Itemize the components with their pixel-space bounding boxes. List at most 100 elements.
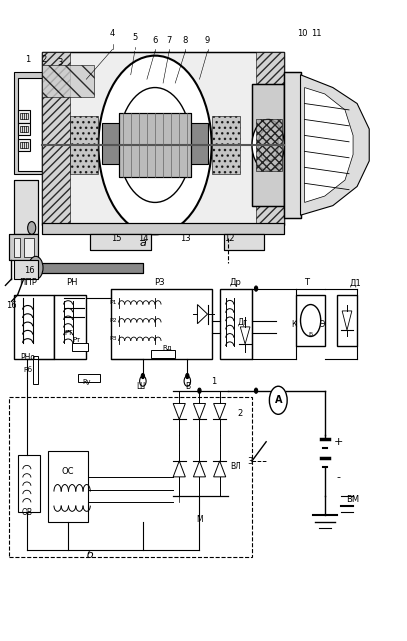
Bar: [220, 288, 252, 359]
Text: 14: 14: [138, 234, 148, 243]
Text: 1: 1: [25, 55, 30, 64]
Text: a: a: [140, 238, 146, 248]
Text: 9: 9: [205, 36, 210, 45]
Bar: [54, 295, 86, 359]
Polygon shape: [173, 403, 185, 419]
Bar: [252, 85, 284, 206]
Bar: [212, 116, 240, 174]
Bar: [18, 122, 30, 135]
Circle shape: [254, 286, 258, 291]
Bar: [33, 356, 38, 385]
Text: 2: 2: [41, 55, 46, 64]
Bar: [20, 126, 28, 132]
Polygon shape: [214, 461, 226, 477]
Circle shape: [254, 388, 258, 394]
Text: 12: 12: [225, 234, 235, 243]
Polygon shape: [240, 327, 250, 344]
Circle shape: [184, 376, 190, 387]
Circle shape: [28, 222, 36, 235]
Text: Др: Др: [230, 278, 242, 287]
Polygon shape: [193, 403, 206, 419]
Circle shape: [28, 256, 43, 279]
Text: РН: РН: [66, 278, 78, 287]
Bar: [118, 113, 191, 177]
Polygon shape: [197, 304, 208, 324]
Text: P2: P2: [109, 318, 116, 323]
Bar: [42, 223, 284, 235]
Text: 7: 7: [166, 36, 172, 45]
Bar: [9, 235, 38, 260]
Text: 3: 3: [57, 58, 63, 67]
Text: 4: 4: [110, 29, 115, 38]
Polygon shape: [300, 75, 369, 215]
Text: ППР: ППР: [19, 278, 37, 287]
Bar: [20, 142, 28, 148]
Bar: [224, 235, 264, 250]
Circle shape: [269, 387, 287, 414]
Text: Рт: Рт: [72, 337, 80, 342]
Text: 10: 10: [297, 29, 308, 38]
Text: ОВ: ОВ: [21, 508, 32, 517]
Bar: [20, 113, 28, 119]
Bar: [13, 295, 54, 359]
Text: 8: 8: [183, 36, 188, 45]
Text: 16: 16: [24, 265, 35, 274]
Text: Ry: Ry: [82, 379, 90, 385]
Text: P1: P1: [109, 300, 116, 305]
Text: РЗ: РЗ: [154, 278, 164, 287]
Circle shape: [98, 56, 212, 235]
Text: Т: Т: [304, 278, 309, 287]
Bar: [224, 235, 264, 250]
Circle shape: [186, 374, 189, 379]
Bar: [18, 138, 30, 151]
Bar: [18, 78, 42, 171]
Bar: [48, 451, 88, 522]
Bar: [42, 53, 284, 225]
Text: ВМ: ВМ: [346, 495, 360, 504]
Text: Б: Б: [309, 332, 313, 337]
Text: РНо: РНо: [20, 353, 35, 362]
Text: М: М: [196, 515, 203, 524]
Text: 15: 15: [112, 234, 122, 243]
Polygon shape: [342, 311, 352, 330]
Circle shape: [258, 129, 278, 161]
Bar: [42, 65, 94, 97]
Text: A: A: [275, 395, 282, 405]
Text: Ш: Ш: [136, 382, 144, 391]
Circle shape: [300, 304, 321, 337]
Circle shape: [198, 388, 201, 394]
Bar: [24, 238, 34, 256]
Bar: [70, 116, 98, 174]
Bar: [151, 350, 175, 358]
Bar: [90, 235, 151, 250]
Bar: [183, 122, 208, 164]
Bar: [13, 72, 46, 174]
Circle shape: [252, 119, 284, 171]
Bar: [284, 72, 300, 219]
Polygon shape: [304, 88, 353, 203]
Text: 2: 2: [237, 409, 243, 418]
Text: -: -: [337, 472, 341, 482]
Text: б: б: [87, 550, 94, 560]
Text: 6: 6: [152, 36, 158, 45]
Text: +: +: [334, 437, 344, 447]
Bar: [34, 263, 143, 272]
Text: ОС: ОС: [62, 467, 74, 476]
Bar: [256, 119, 282, 171]
Bar: [42, 53, 70, 225]
Bar: [18, 454, 40, 512]
Bar: [78, 374, 101, 382]
Bar: [9, 235, 38, 260]
Bar: [127, 122, 183, 167]
Text: РТ: РТ: [64, 329, 72, 335]
Bar: [18, 110, 30, 122]
Text: Э: Э: [319, 320, 324, 329]
Bar: [42, 223, 284, 235]
Text: 5: 5: [132, 33, 138, 42]
Bar: [252, 85, 284, 206]
Bar: [256, 53, 284, 225]
Text: P3: P3: [109, 337, 116, 341]
Bar: [13, 238, 20, 256]
Bar: [284, 72, 300, 219]
Text: Rд: Rд: [162, 344, 172, 350]
